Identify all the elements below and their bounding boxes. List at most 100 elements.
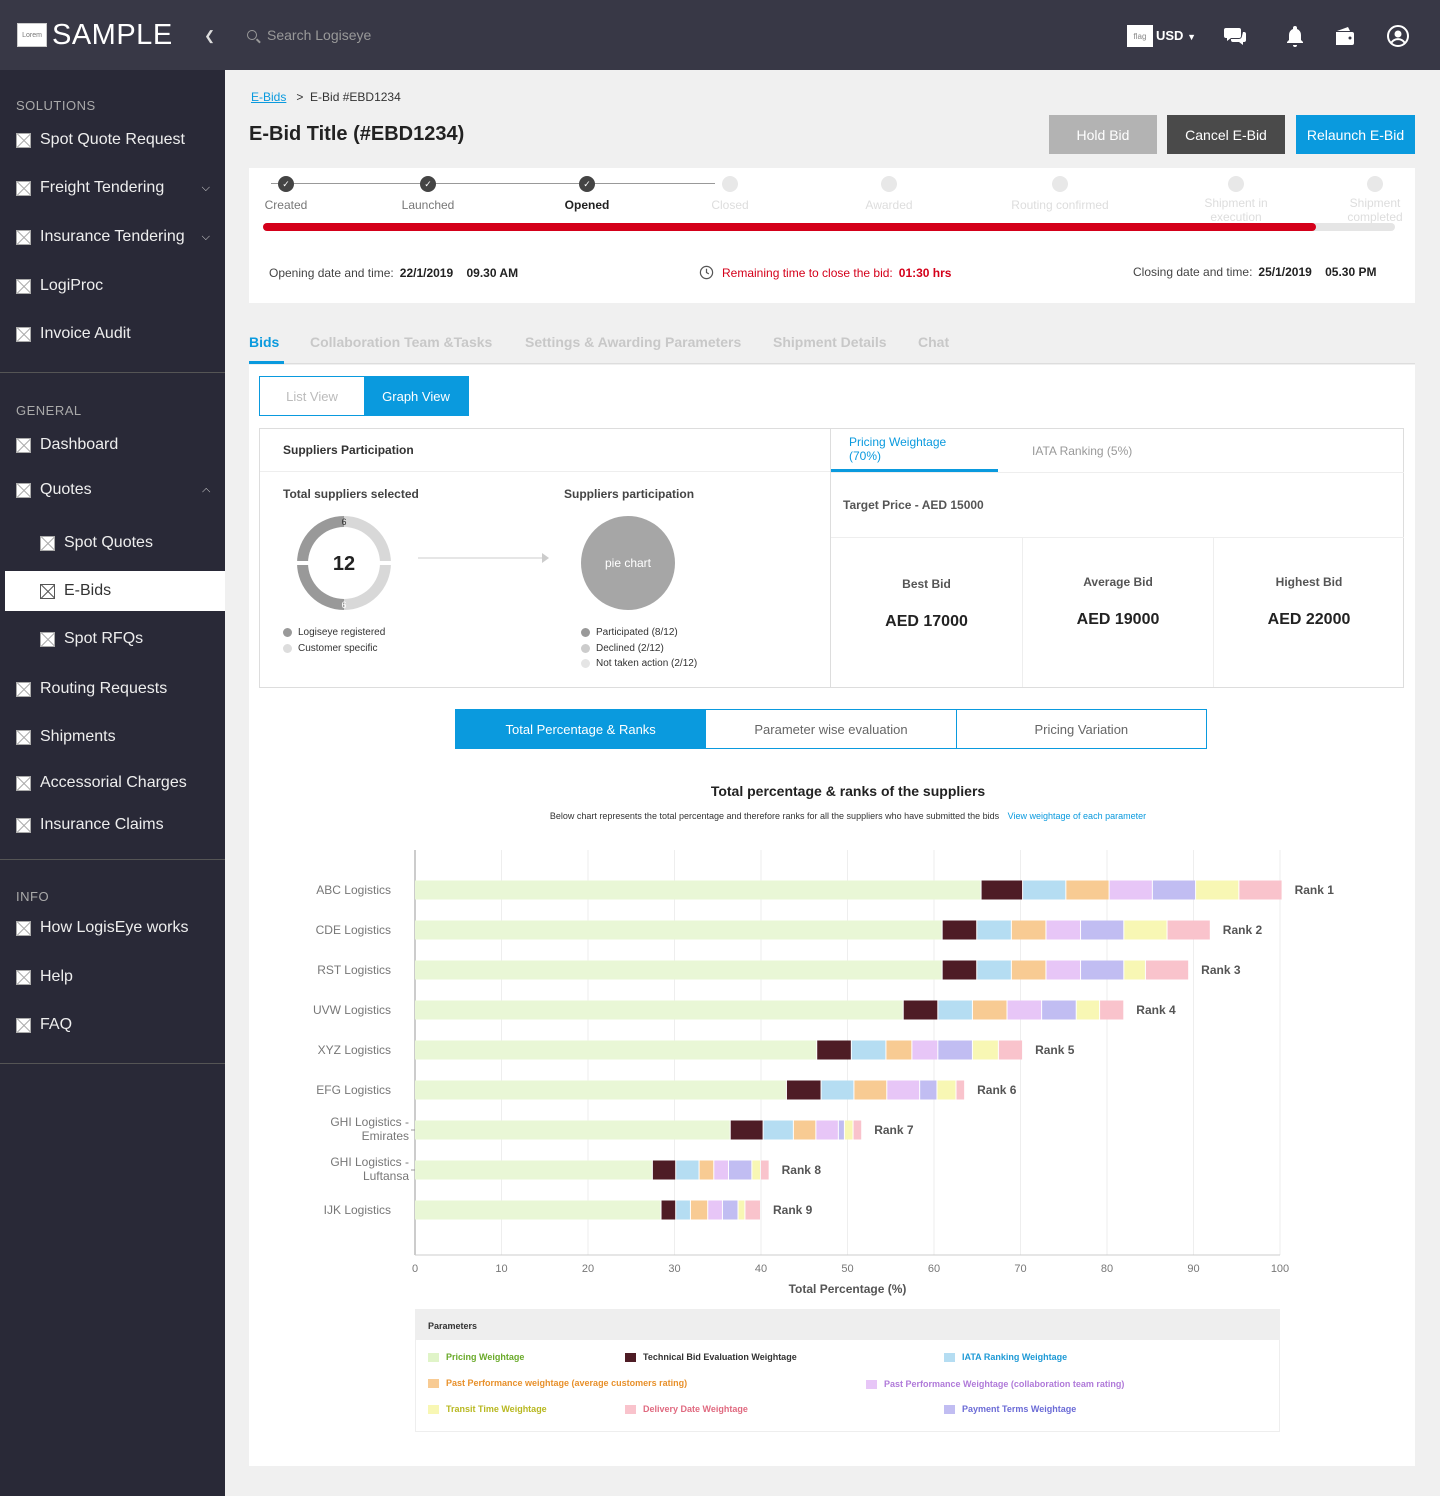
- tab-shipment-details[interactable]: Shipment Details: [773, 334, 887, 350]
- search-input[interactable]: Search Logiseye: [267, 27, 372, 43]
- chart-subtitle: Below chart represents the total percent…: [249, 811, 1440, 821]
- tab-collaboration[interactable]: Collaboration Team &Tasks: [310, 334, 493, 350]
- bar-segment: [838, 1120, 844, 1140]
- list-view-button[interactable]: List View: [286, 388, 338, 404]
- tab-pricing-variation[interactable]: Pricing Variation: [955, 710, 1206, 748]
- breadcrumb-link-e-bids[interactable]: E-Bids: [251, 90, 287, 104]
- bar-segment: [817, 1040, 851, 1060]
- bar-segment: [763, 1120, 793, 1140]
- bar-segment: [714, 1160, 728, 1180]
- tab-iata-ranking[interactable]: IATA Ranking (5%): [1032, 443, 1133, 458]
- step-shipment-completed: Shipment completed: [1335, 176, 1415, 224]
- legend-swatch: [428, 1352, 439, 1362]
- hold-bid-button[interactable]: Hold Bid: [1049, 115, 1157, 154]
- sidebar-item-invoice-audit[interactable]: Invoice Audit: [16, 319, 225, 349]
- sidebar-item-how-it-works[interactable]: How LogisEye works: [16, 913, 225, 943]
- bar-segment: [1076, 1000, 1100, 1020]
- chart-title: Total percentage & ranks of the supplier…: [710, 783, 986, 799]
- brand-logo[interactable]: Lorem SAMPLE ❮: [0, 0, 225, 70]
- sidebar-item-spot-quotes[interactable]: Spot Quotes: [40, 528, 225, 558]
- bar-segment: [1023, 880, 1066, 900]
- legend-swatch: [625, 1352, 636, 1362]
- bar-segment: [1081, 960, 1124, 980]
- graph-view-button[interactable]: Graph View: [364, 377, 468, 415]
- category-label: IJK Logistics: [324, 1203, 391, 1217]
- currency-selector[interactable]: USD ▼: [1156, 28, 1196, 43]
- bar-segment: [1011, 960, 1046, 980]
- tab-settings[interactable]: Settings & Awarding Parameters: [525, 334, 742, 350]
- time-progress-bar: [263, 223, 1395, 231]
- sidebar-item-label: Spot Quote Request: [40, 131, 185, 148]
- x-tick-label: 20: [582, 1263, 594, 1275]
- sidebar-item-shipments[interactable]: Shipments: [16, 722, 225, 752]
- rank-label: Rank 2: [1223, 923, 1263, 937]
- top-bar: Search Logiseye flag USD ▼: [225, 0, 1440, 70]
- sidebar-item-label: E-Bids: [64, 582, 112, 599]
- sidebar-item-spot-rfqs[interactable]: Spot RFQs: [40, 624, 225, 654]
- sidebar-item-help[interactable]: Help: [16, 962, 225, 992]
- category-label: Emirates: [362, 1129, 409, 1143]
- bar-segment: [730, 1120, 763, 1140]
- legend-item: Technical Bid Evaluation Weightage: [625, 1352, 797, 1362]
- bid-tabs: Bids Collaboration Team &Tasks Settings …: [249, 334, 1415, 364]
- view-toggle: List View Graph View: [259, 376, 469, 416]
- invoice-icon: [16, 326, 31, 342]
- sidebar-item-faq[interactable]: FAQ: [16, 1010, 225, 1040]
- tab-total-percentage-ranks[interactable]: Total Percentage & Ranks: [456, 710, 706, 748]
- pending-dot-icon: [722, 176, 738, 192]
- search-box[interactable]: Search Logiseye: [247, 27, 371, 43]
- sidebar-item-label: LogiProc: [40, 277, 104, 294]
- legend-dot: [581, 628, 590, 637]
- highest-bid-label: Highest Bid: [1275, 575, 1343, 589]
- sidebar-item-routing-requests[interactable]: Routing Requests: [16, 674, 225, 704]
- x-tick-label: 90: [1187, 1263, 1199, 1275]
- tab-pricing-weightage[interactable]: Pricing Weightage (70%): [831, 429, 998, 472]
- charges-icon: [16, 775, 31, 791]
- legend-item-label: Payment Terms Weightage: [962, 1404, 1077, 1414]
- sidebar-item-insurance-tendering[interactable]: Insurance Tendering ⌵: [16, 222, 225, 252]
- remaining-value: 01:30 hrs: [898, 265, 952, 280]
- user-avatar-icon[interactable]: [1386, 24, 1410, 48]
- category-label: CDE Logistics: [316, 923, 391, 937]
- sidebar-item-e-bids[interactable]: E-Bids: [5, 571, 225, 611]
- legend-item: Delivery Date Weightage: [625, 1404, 748, 1414]
- donut-gap: [296, 561, 392, 565]
- collapse-sidebar-icon[interactable]: ❮: [204, 28, 215, 43]
- tab-bids[interactable]: Bids: [249, 334, 285, 364]
- chat-icon[interactable]: [1223, 24, 1247, 48]
- view-weightage-link[interactable]: View weightage of each parameter: [1007, 811, 1147, 821]
- sidebar-item-dashboard[interactable]: Dashboard: [16, 430, 225, 460]
- tab-chat[interactable]: Chat: [918, 334, 950, 350]
- legend-label: Participated (8/12): [596, 627, 678, 638]
- sidebar-item-logiproc[interactable]: LogiProc: [16, 271, 225, 301]
- bar-segment: [816, 1120, 838, 1140]
- step-label: Shipment completed: [1347, 196, 1403, 224]
- opening-value: 22/1/2019 09.30 AM: [399, 266, 519, 280]
- relaunch-e-bid-button[interactable]: Relaunch E-Bid: [1296, 115, 1415, 154]
- cancel-e-bid-button[interactable]: Cancel E-Bid: [1167, 115, 1285, 154]
- participation-pie-chart: pie chart: [581, 516, 675, 610]
- sidebar-item-insurance-claims[interactable]: Insurance Claims: [16, 810, 225, 840]
- bell-icon[interactable]: [1283, 24, 1307, 48]
- legend-item: Payment Terms Weightage: [944, 1404, 1076, 1414]
- bar-segment: [977, 920, 1011, 940]
- sidebar-item-spot-quote-request[interactable]: Spot Quote Request: [16, 125, 225, 155]
- tab-parameter-wise-evaluation[interactable]: Parameter wise evaluation: [705, 710, 955, 748]
- bar-segment: [938, 1040, 972, 1060]
- sidebar-item-freight-tendering[interactable]: Freight Tendering ⌵: [16, 173, 225, 203]
- legend-label: Declined (2/12): [596, 643, 664, 654]
- sidebar-item-quotes[interactable]: Quotes ⌵: [16, 475, 225, 505]
- bar-segment: [972, 1000, 1007, 1020]
- sidebar-item-accessorial-charges[interactable]: Accessorial Charges: [16, 768, 225, 798]
- legend-dot: [581, 644, 590, 653]
- legend-label: Logiseye registered: [298, 627, 386, 638]
- arrow-right-icon: [418, 553, 549, 563]
- parameters-legend: Parameters Pricing Weightage Technical Bi…: [415, 1309, 1280, 1432]
- flag-icon[interactable]: flag: [1127, 25, 1153, 47]
- step-label: Shipment in execution: [1204, 196, 1268, 224]
- x-tick-label: 40: [755, 1263, 767, 1275]
- wallet-icon[interactable]: [1333, 24, 1357, 48]
- breadcrumb-current: E-Bid #EBD1234: [310, 90, 401, 104]
- closing-value: 25/1/2019 05.30 PM: [1258, 265, 1377, 279]
- bar-segment: [1145, 960, 1189, 980]
